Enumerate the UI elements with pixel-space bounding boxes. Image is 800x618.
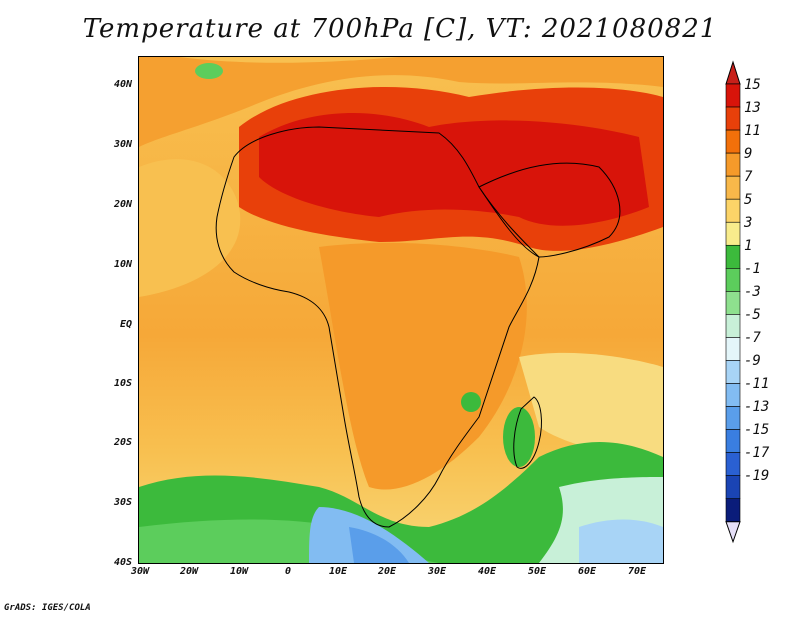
lon-tick-50e: 50E — [527, 566, 547, 577]
colorbar-swatch — [725, 498, 741, 523]
warm-core-15 — [259, 113, 649, 226]
atlantic-field — [139, 159, 241, 297]
colorbar-label: 5 — [744, 192, 753, 208]
colorbar-swatch — [725, 360, 741, 384]
central-africa-field — [319, 242, 527, 490]
lat-tick-eq: EQ — [119, 319, 132, 330]
lat-tick-20n: 20N — [113, 199, 132, 210]
colorbar-swatch — [725, 175, 741, 200]
colorbar-swatch — [725, 337, 741, 361]
lon-tick-40e: 40E — [477, 566, 497, 577]
colorbar-swatch — [725, 383, 741, 407]
colorbar-swatch — [725, 268, 741, 292]
colorbar-swatch — [725, 83, 741, 108]
lon-tick-30e: 30E — [427, 566, 447, 577]
colorbar-label: -11 — [744, 376, 770, 392]
colorbar-label: 9 — [744, 146, 753, 162]
lon-tick-10e: 10E — [328, 566, 348, 577]
colorbar-swatch — [725, 406, 741, 430]
colorbar-label: 15 — [744, 77, 761, 93]
colorbar-swatch — [725, 291, 741, 315]
colorbar-label: -7 — [744, 330, 761, 346]
lat-tick-30s: 30S — [113, 497, 132, 508]
colorbar-label: 13 — [744, 100, 761, 116]
colorbar-top-arrow — [725, 60, 741, 85]
africa-coastline — [215, 126, 540, 528]
lon-tick-30w: 30W — [130, 566, 150, 577]
colorbar-label: -3 — [744, 284, 761, 300]
colorbar — [725, 60, 741, 544]
colorbar-label: -13 — [744, 399, 770, 415]
temperature-field — [139, 57, 663, 563]
colorbar-label: 11 — [744, 123, 761, 139]
colorbar-swatch — [725, 452, 741, 476]
lon-tick-20w: 20W — [179, 566, 199, 577]
madagascar-coastline — [513, 396, 542, 469]
colorbar-label: 7 — [744, 169, 753, 185]
lat-tick-10n: 10N — [113, 259, 132, 270]
colorbar-swatch — [725, 429, 741, 453]
colorbar-swatch — [725, 129, 741, 154]
map-panel — [138, 56, 664, 564]
colorbar-label: -1 — [744, 261, 761, 277]
lat-tick-30n: 30N — [113, 139, 132, 150]
colorbar-label: -5 — [744, 307, 761, 323]
colorbar-label: 1 — [744, 238, 753, 254]
colorbar-label: -15 — [744, 422, 770, 438]
colorbar-swatch — [725, 475, 741, 500]
indian-ocean-field — [519, 352, 663, 457]
colorbar-swatch — [725, 314, 741, 338]
lon-tick-70e: 70E — [627, 566, 647, 577]
colorbar-swatch — [725, 244, 741, 269]
colorbar-label: -17 — [744, 445, 770, 461]
colorbar-swatch — [725, 152, 741, 177]
lat-tick-40s: 40S — [113, 557, 132, 568]
lon-tick-10w: 10W — [229, 566, 249, 577]
lon-tick-20e: 20E — [377, 566, 397, 577]
colorbar-swatch — [725, 198, 741, 223]
colorbar-swatch — [725, 221, 741, 246]
lon-tick-0: 0 — [284, 566, 292, 577]
mediterranean-field — [139, 57, 663, 147]
lon-tick-60e: 60E — [577, 566, 597, 577]
lat-tick-10s: 10S — [113, 378, 132, 389]
grads-credit: GrADS: IGES/COLA — [4, 603, 91, 613]
colorbar-label: -9 — [744, 353, 761, 369]
colorbar-label: -19 — [744, 468, 770, 484]
lat-tick-20s: 20S — [113, 437, 132, 448]
colorbar-label: 3 — [744, 215, 753, 231]
arabia-coastline — [478, 162, 621, 258]
colorbar-swatch — [725, 106, 741, 131]
map-title: Temperature at 700hPa [C], VT: 202108082… — [82, 14, 718, 44]
colorbar-bottom-arrow — [725, 521, 741, 544]
lat-tick-40n: 40N — [113, 79, 132, 90]
